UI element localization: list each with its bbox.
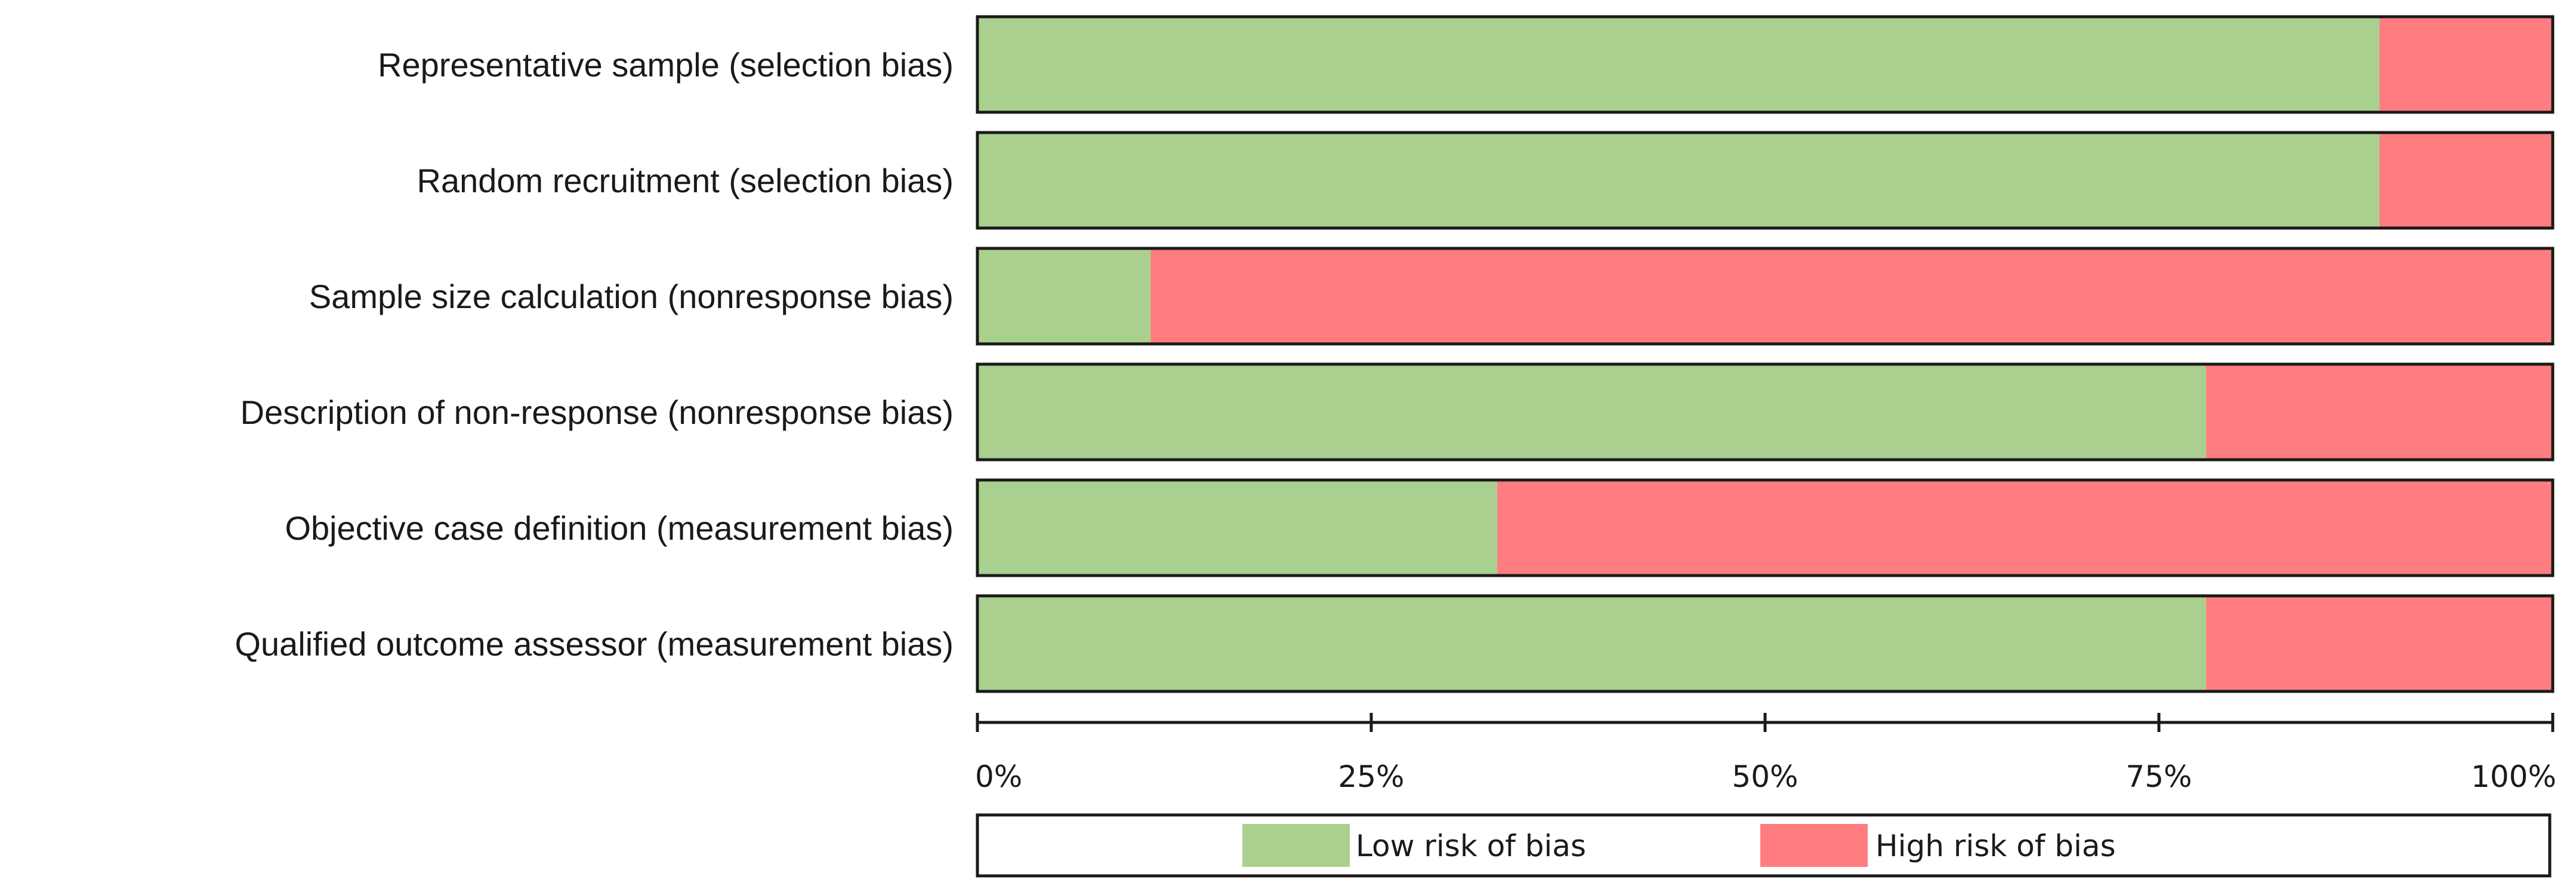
legend-label-low: Low risk of bias xyxy=(1356,829,1586,863)
bar-segment-low-6 xyxy=(977,596,2207,691)
x-tick-label-3: 75% xyxy=(2125,759,2192,794)
bar-outline-1 xyxy=(976,15,2555,114)
bar-segment-high-5 xyxy=(1497,480,2553,576)
category-label-3: Sample size calculation (nonresponse bia… xyxy=(309,278,954,315)
bar-segment-low-2 xyxy=(977,133,2380,228)
x-tick-label-4: 100% xyxy=(2471,759,2556,794)
x-tick-label-0: 0% xyxy=(975,759,1022,794)
bars-group xyxy=(976,15,2555,693)
legend: Low risk of bias High risk of bias xyxy=(976,813,2552,878)
x-axis: 0% 25% 50% 75% 100% xyxy=(975,713,2556,794)
bar-segment-low-3 xyxy=(977,248,1151,344)
bar-segment-low-1 xyxy=(977,17,2380,112)
bar-segment-high-1 xyxy=(2379,17,2553,112)
bar-outline-5 xyxy=(976,478,2555,577)
category-label-2: Random recruitment (selection bias) xyxy=(417,162,954,199)
bar-outline-4 xyxy=(976,362,2555,462)
bar-outline-3 xyxy=(976,247,2555,346)
bar-outline-2 xyxy=(976,131,2555,230)
category-label-1: Representative sample (selection bias) xyxy=(378,46,954,84)
legend-swatch-high xyxy=(1760,824,1868,867)
category-label-6: Qualified outcome assessor (measurement … xyxy=(235,625,954,663)
category-label-4: Description of non-response (nonresponse… xyxy=(240,393,954,431)
bar-segment-low-5 xyxy=(977,480,1498,576)
legend-swatch-low xyxy=(1242,824,1350,867)
legend-label-high: High risk of bias xyxy=(1875,829,2116,863)
bar-segment-high-2 xyxy=(2379,133,2553,228)
category-labels: Representative sample (selection bias) Ra… xyxy=(235,46,954,663)
bar-segment-high-6 xyxy=(2206,596,2553,691)
bar-segment-high-3 xyxy=(1150,248,2553,344)
x-tick-label-1: 25% xyxy=(1338,759,1404,794)
bar-segment-low-4 xyxy=(977,364,2207,460)
bar-outline-6 xyxy=(976,594,2555,693)
bar-segment-high-4 xyxy=(2206,364,2553,460)
category-label-5: Objective case definition (measurement b… xyxy=(285,509,954,547)
x-tick-label-2: 50% xyxy=(1732,759,1798,794)
